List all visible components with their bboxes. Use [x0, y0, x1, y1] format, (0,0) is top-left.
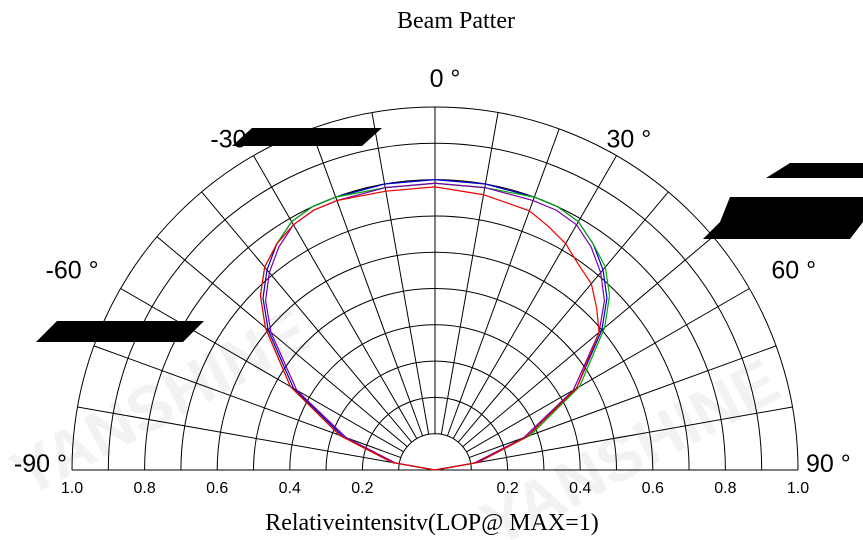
grid-spoke: [452, 155, 617, 439]
radial-tick-label: 0.4: [569, 480, 591, 497]
tick-layer: 1.0 0.8 0.6 0.4 0.2 0.2 0.4 0.6 0.8 1.0: [61, 480, 809, 497]
angle-label: -90 °: [14, 450, 67, 478]
angle-label: 0 °: [430, 65, 461, 93]
grid-spoke: [77, 406, 400, 465]
angle-label: 90 °: [806, 450, 851, 478]
radial-tick-label: 0.6: [642, 480, 664, 497]
angle-label-layer: -90 °-60 °-30 °0 °30 °60 °90 °: [14, 65, 851, 478]
radial-tick-label: 1.0: [61, 480, 83, 497]
grid-spoke: [466, 288, 750, 453]
radial-tick-label: 0.8: [133, 480, 155, 497]
radial-tick-label: 1.0: [787, 480, 809, 497]
radial-tick-label: 0.2: [351, 480, 373, 497]
grid-spoke: [470, 406, 793, 465]
radial-tick-label: 0.8: [714, 480, 736, 497]
angle-label: 60 °: [771, 257, 816, 285]
grid-spoke: [440, 112, 499, 435]
redaction-bar: [36, 321, 204, 342]
redaction-bar: [232, 128, 382, 146]
redaction-bar: [703, 197, 863, 239]
grid-spoke: [462, 236, 714, 448]
grid-spoke: [446, 128, 560, 437]
series-layer: [259, 178, 611, 471]
redaction-layer: [36, 128, 863, 342]
grid-spoke: [201, 191, 413, 443]
radial-tick-label: 0.4: [279, 480, 301, 497]
grid-ring: [398, 433, 472, 471]
radial-tick-label: 0.2: [496, 480, 518, 497]
chart-title: Beam Patter: [397, 8, 515, 34]
radial-tick-label: 0.6: [206, 480, 228, 497]
angle-label: 30 °: [607, 126, 652, 154]
series-line: [262, 178, 608, 471]
grid-spoke: [310, 128, 424, 437]
grid-spoke: [457, 191, 669, 443]
redaction-bar: [766, 163, 863, 178]
x-axis-label: Relativeintensitv(LOP@ MAX=1): [265, 510, 599, 536]
angle-label: -60 °: [46, 257, 99, 285]
grid-spoke: [120, 288, 404, 453]
series-line: [259, 186, 600, 471]
grid-spoke: [253, 155, 418, 439]
grid-spoke: [156, 236, 408, 448]
grid-spoke: [371, 112, 430, 435]
